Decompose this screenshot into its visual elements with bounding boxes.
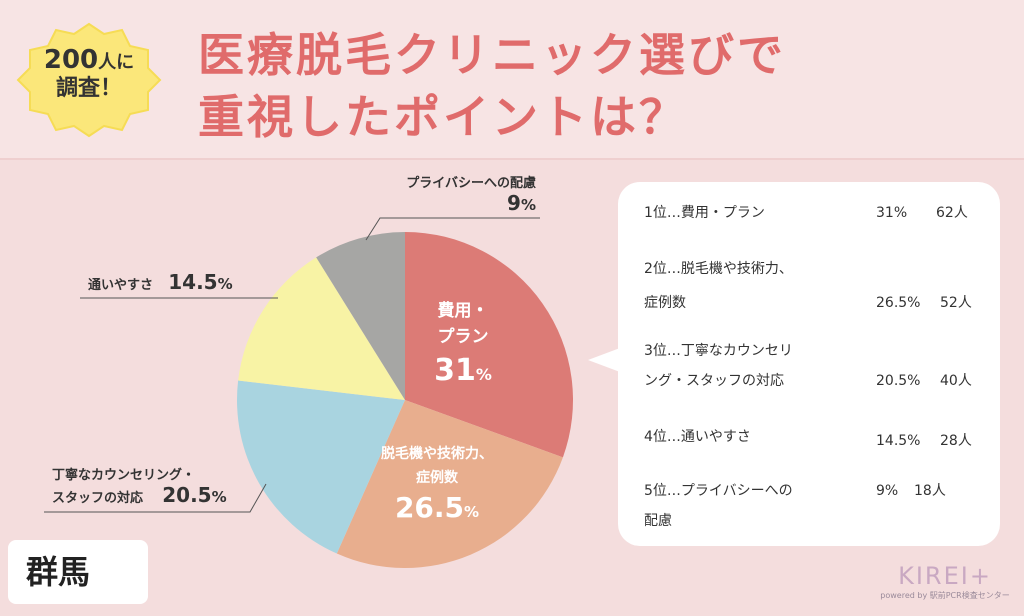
leader-line-counsel [44, 483, 267, 513]
callout-access-pct: 14.5 [168, 270, 218, 294]
callout-counsel-pct: 20.5 [162, 483, 212, 507]
legend-name-5: 5位…プライバシーへの 配慮 [644, 483, 793, 529]
kirei-logo: KIREI+ powered by 駅前PCR検査センター [880, 562, 1010, 610]
legend-count-3: 40人 [940, 373, 972, 389]
badge-text: 200人に 調査！ [14, 45, 164, 101]
slice-label-cost: 費用・ プラン 31% [408, 298, 518, 388]
pie-slice-privacy [316, 232, 405, 400]
legend-name-2: 2位…脱毛機や技術力、 症例数 [644, 261, 793, 311]
badge-suffix: 人に [98, 52, 135, 73]
legend-pct-4: 14.5% [876, 433, 921, 449]
legend-pct-3: 20.5% [876, 373, 921, 389]
callout-counsel-line1: 丁寧なカウンセリング・ [52, 468, 196, 483]
logo-main-text: KIREI+ [898, 562, 992, 590]
legend-pointer [588, 348, 620, 372]
slice-label-cost-pct: 31 [434, 353, 476, 388]
callout-access-label: 通いやすさ [88, 278, 154, 293]
badge-burst-shape [16, 22, 162, 138]
legend-pct-1: 31% [876, 205, 908, 221]
legend-count-5: 18人 [914, 483, 946, 499]
pie-slice-counsel [236, 380, 405, 554]
slice-label-tech-pct: 26.5 [394, 491, 465, 524]
logo-sub-text: powered by 駅前PCR検査センター [880, 591, 1010, 600]
callout-privacy-sign: % [520, 196, 536, 214]
callout-privacy-label: プライバシーへの配慮 [406, 176, 536, 191]
page-title: 医療脱毛クリニック選びで 重視したポイントは？ [198, 24, 786, 148]
slice-label-tech-line2: 症例数 [416, 470, 458, 486]
slice-label-cost-sign: % [475, 365, 492, 384]
badge-number: 200 [43, 45, 99, 75]
slice-label-cost-line1: 費用・ [437, 301, 489, 321]
legend-pct-2: 26.5% [876, 295, 921, 311]
slice-label-tech-line1: 脱毛機や技術力、 [381, 446, 493, 462]
callout-counsel: 丁寧なカウンセリング・ スタッフの対応 20.5% [52, 464, 252, 507]
callout-privacy: プライバシーへの配慮 9% [376, 172, 536, 215]
callout-counsel-sign: % [211, 488, 227, 506]
pie-slice-cost [405, 232, 573, 458]
title-line1: 医療脱毛クリニック選びで [198, 28, 786, 82]
legend-count-1: 62人 [936, 205, 968, 221]
title-line2: 重視したポイントは？ [198, 90, 688, 144]
survey-badge: 200人に 調査！ [14, 20, 164, 140]
slice-label-tech-sign: % [464, 503, 480, 521]
legend-name-1: 1位…費用・プラン [644, 205, 765, 221]
legend-count-2: 52人 [940, 295, 972, 311]
ranking-legend: 1位…費用・プラン 31% 62人 2位…脱毛機や技術力、 症例数 26.5% 5… [618, 182, 1000, 546]
legend-count-4: 28人 [940, 433, 972, 449]
pie-slice-access [238, 257, 405, 400]
legend-name-4: 4位…通いやすさ [644, 429, 751, 445]
header-band: 200人に 調査！ 医療脱毛クリニック選びで 重視したポイントは？ [0, 0, 1024, 160]
slice-label-tech: 脱毛機や技術力、 症例数 26.5% [362, 442, 512, 525]
pie-chart-area: プライバシーへの配慮 9% 通いやすさ 14.5% 丁寧なカウンセリング・ スタ… [0, 158, 620, 616]
pie-chart [44, 217, 573, 568]
legend-name-3: 3位…丁寧なカウンセリ ング・スタッフの対応 [644, 343, 793, 389]
region-label: 群馬 [8, 540, 148, 604]
legend-pct-5: 9% [876, 483, 899, 499]
badge-line2: 調査！ [55, 75, 122, 101]
callout-privacy-pct: 9 [507, 191, 521, 215]
callout-access-sign: % [217, 275, 233, 293]
pie-slice-tech [336, 400, 563, 568]
leader-line-privacy [365, 217, 540, 241]
callout-access: 通いやすさ 14.5% [88, 270, 248, 294]
callout-counsel-line2: スタッフの対応 [52, 491, 144, 506]
slice-label-cost-line2: プラン [437, 327, 489, 347]
